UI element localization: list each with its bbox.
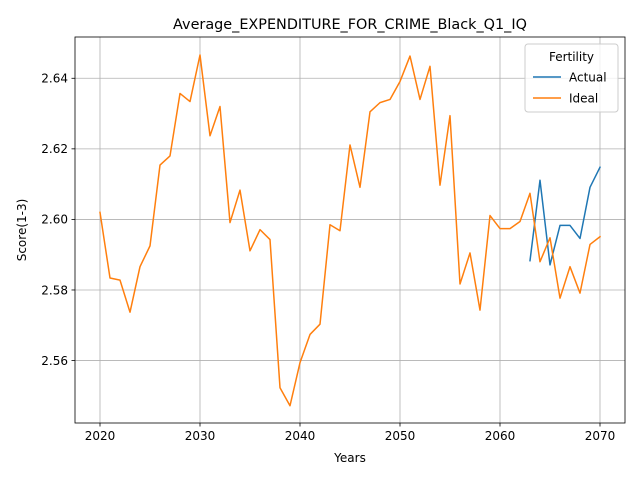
- series-line-ideal: [99, 54, 602, 407]
- series-layer: [99, 54, 602, 407]
- x-axis-label: Years: [333, 451, 366, 465]
- legend-label-actual: Actual: [569, 71, 607, 85]
- x-tick-label: 2070: [585, 429, 616, 443]
- y-axis-ticks: 2.56 2.58 2.60 2.62 2.64: [41, 72, 75, 368]
- x-tick-label: 2030: [185, 429, 216, 443]
- legend-title: Fertility: [549, 50, 594, 64]
- y-tick-label: 2.64: [41, 72, 68, 86]
- legend: Fertility Actual Ideal: [524, 43, 619, 113]
- x-tick-label: 2040: [285, 429, 316, 443]
- y-tick-label: 2.58: [41, 283, 68, 297]
- y-tick-label: 2.62: [41, 142, 68, 156]
- legend-label-ideal: Ideal: [569, 92, 598, 106]
- series-line-actual: [529, 166, 602, 266]
- y-tick-label: 2.56: [41, 354, 68, 368]
- legend-box: [524, 43, 619, 113]
- chart-title: Average_EXPENDITURE_FOR_CRIME_Black_Q1_I…: [173, 17, 527, 33]
- x-axis-ticks: 2020 2030 2040 2050 2060 2070: [85, 423, 616, 443]
- plot-frame: [74, 36, 626, 424]
- x-tick-label: 2050: [385, 429, 416, 443]
- y-axis-label: Score(1-3): [15, 199, 29, 262]
- x-tick-label: 2020: [85, 429, 116, 443]
- x-tick-label: 2060: [485, 429, 516, 443]
- y-tick-label: 2.60: [41, 213, 68, 227]
